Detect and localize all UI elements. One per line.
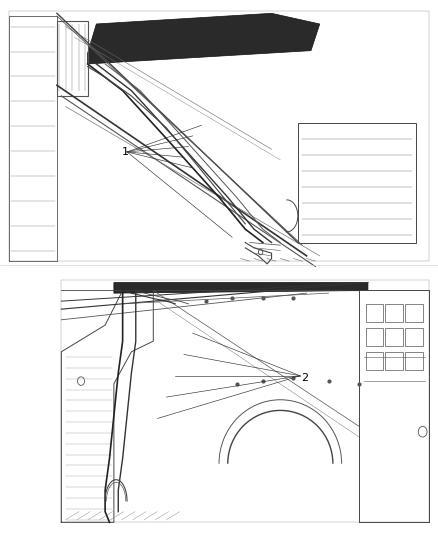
- Bar: [385, 352, 403, 370]
- Bar: [385, 328, 403, 346]
- Bar: [385, 304, 403, 322]
- Bar: [366, 328, 383, 346]
- Polygon shape: [88, 13, 320, 64]
- Bar: [405, 304, 423, 322]
- Bar: [405, 352, 423, 370]
- Text: 2: 2: [301, 374, 308, 383]
- Bar: [405, 328, 423, 346]
- Bar: [366, 352, 383, 370]
- Polygon shape: [114, 282, 368, 293]
- Text: 1: 1: [121, 147, 128, 157]
- Bar: [366, 304, 383, 322]
